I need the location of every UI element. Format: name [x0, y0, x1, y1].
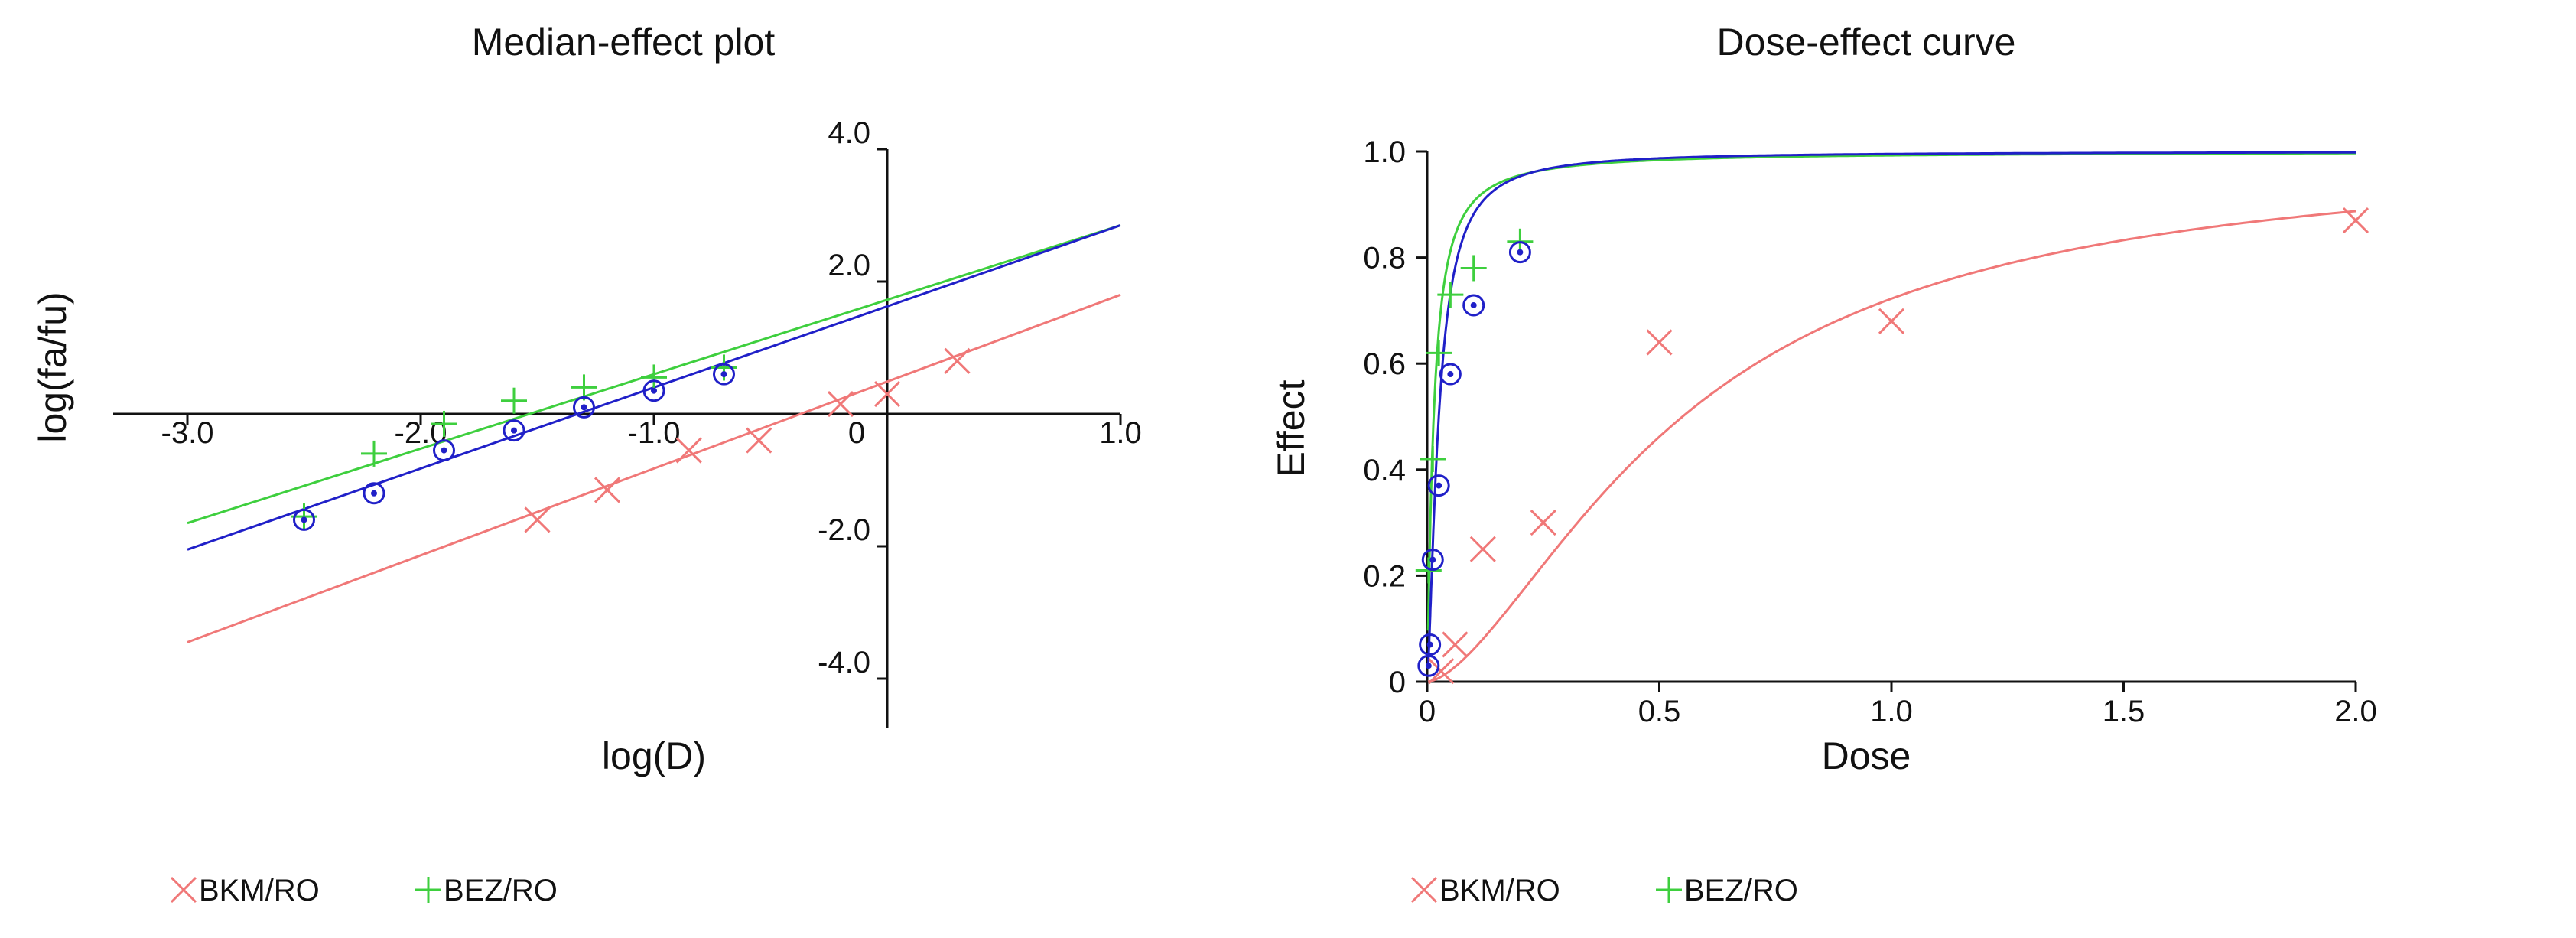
data-point [1421, 549, 1444, 572]
data-point [1646, 329, 1673, 356]
x-tick-label: 1.0 [1870, 695, 1913, 728]
data-point [1415, 557, 1442, 584]
chart-title: Dose-effect curve [1717, 21, 2016, 64]
legend-label: BEZ/RO [444, 874, 558, 907]
x-tick-label: 0 [1419, 695, 1436, 728]
x-tick-label: 0.5 [1638, 695, 1681, 728]
y-tick-label: 0.4 [1363, 454, 1406, 487]
data-point [2342, 207, 2369, 234]
median-effect-chart: Median-effect plot log(D) log(fa/fu) -3.… [31, 21, 1142, 907]
data-point [1420, 445, 1446, 472]
fit-curve [1426, 151, 2356, 669]
data-points [291, 347, 971, 533]
data-point [1427, 474, 1450, 497]
data-point [641, 364, 667, 391]
x-axis-label: log(D) [602, 734, 706, 777]
x-tick-label: 1.5 [2103, 695, 2145, 728]
dose-effect-chart: Dose-effect curve Dose Effect 0 0.5 1.0 1.5… [1270, 21, 2377, 907]
data-point [713, 363, 735, 386]
legend-marker-plus [1656, 877, 1682, 903]
axes: -3.0 -2.0 -1.0 0 1.0 4.0 2.0 -2.0 -4.0 [113, 116, 1142, 728]
data-point [873, 380, 901, 408]
legend: BKM/RO BEZ/RO [1410, 874, 1798, 907]
legend-label: BEZ/RO [1684, 874, 1798, 907]
data-point [433, 439, 455, 462]
legend-label: BKM/RO [199, 874, 320, 907]
data-point [944, 347, 971, 374]
data-point [431, 410, 457, 437]
data-point [1439, 363, 1462, 386]
y-tick-label: -4.0 [818, 646, 870, 679]
y-tick-label: 2.0 [828, 249, 870, 282]
data-point [503, 419, 525, 442]
axes: 0 0.5 1.0 1.5 2.0 0 0.2 0.4 0.6 0.8 1.0 [1363, 135, 2376, 728]
data-point [361, 440, 387, 467]
data-point [1530, 510, 1556, 536]
data-point [1417, 654, 1440, 677]
legend: BKM/RO BEZ/RO [170, 874, 558, 907]
y-tick-label: 0.2 [1363, 559, 1406, 593]
data-point [1437, 282, 1464, 308]
data-point [571, 374, 597, 401]
chart-title: Median-effect plot [472, 21, 776, 64]
x-tick-label: 2.0 [2334, 695, 2377, 728]
data-point [293, 508, 315, 531]
data-point [1428, 658, 1455, 685]
legend-marker-plus [415, 877, 441, 903]
data-point [1469, 536, 1496, 562]
y-tick-label: 4.0 [828, 116, 870, 150]
x-tick-label: -2.0 [395, 416, 447, 450]
data-point [675, 437, 702, 464]
data-point [1419, 633, 1442, 656]
x-axis-label: Dose [1822, 734, 1911, 777]
fit-curve [1426, 151, 2356, 631]
y-tick-label: 1.0 [1363, 135, 1406, 169]
data-point [594, 477, 621, 503]
y-tick-label: 0.8 [1363, 242, 1406, 275]
legend-marker-x [170, 876, 197, 904]
data-point [524, 506, 551, 533]
data-point [573, 396, 595, 419]
data-point [827, 390, 854, 418]
data-point [1878, 308, 1905, 334]
fit-curve [1427, 210, 2356, 683]
legend-marker-x [1410, 876, 1438, 904]
data-point [1442, 631, 1469, 658]
fit-curves [1426, 151, 2356, 683]
legend-label: BKM/RO [1439, 874, 1560, 907]
data-point [363, 482, 385, 505]
data-point [1462, 294, 1485, 317]
x-tick-label: 1.0 [1099, 416, 1142, 450]
fit-line [187, 293, 1121, 643]
y-tick-label: 0 [1389, 666, 1406, 699]
x-tick-label: -1.0 [628, 416, 681, 450]
data-points [1415, 207, 2369, 685]
data-point [501, 387, 527, 414]
x-tick-label: 0 [848, 416, 865, 450]
y-axis-label: log(fa/fu) [31, 291, 74, 442]
data-point [1426, 340, 1452, 366]
y-tick-label: 0.6 [1363, 347, 1406, 381]
data-point [1508, 241, 1531, 264]
y-tick-label: -2.0 [818, 513, 870, 547]
x-tick-label: -3.0 [161, 416, 214, 450]
data-point [746, 427, 772, 454]
data-point [642, 379, 665, 402]
data-point [1460, 255, 1487, 282]
y-axis-label: Effect [1270, 379, 1312, 477]
